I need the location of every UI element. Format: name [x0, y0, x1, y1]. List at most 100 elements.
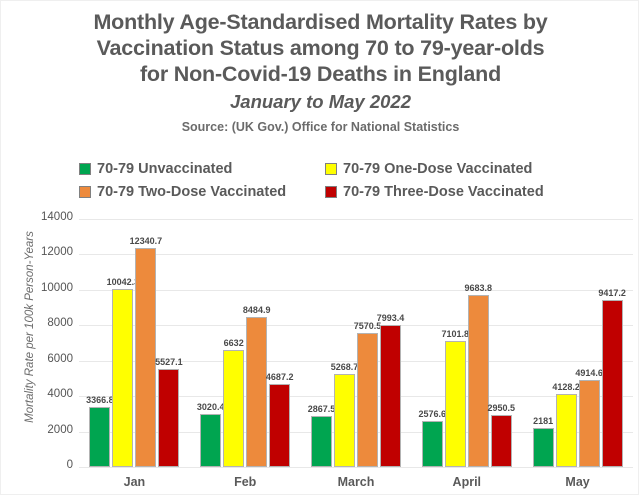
bars: 3366.8 10042.3 12340.7 5527.1 [79, 219, 190, 467]
gridline [79, 289, 633, 291]
legend-item-unvaccinated: 70-79 Unvaccinated [79, 157, 325, 180]
page-title-line-1: Monthly Age-Standardised Mortality Rates… [93, 10, 548, 34]
x-axis-tick-label: Jan [123, 475, 146, 489]
bar[interactable] [333, 373, 355, 467]
legend-item-label: 70-79 Three-Dose Vaccinated [343, 183, 544, 200]
bar[interactable] [555, 393, 577, 467]
bar-group: 2181 4128.2 4914.6 9417.2 May [522, 219, 633, 489]
legend-item-label: 70-79 Unvaccinated [97, 160, 233, 177]
bar-wrapper: 7101.8 [442, 219, 469, 467]
bar-value-label: 9683.8 [464, 283, 493, 294]
legend-item-label: 70-79 One-Dose Vaccinated [343, 160, 533, 177]
bar[interactable] [421, 421, 443, 467]
bar-value-label: 6632 [223, 337, 244, 348]
chart-subtitle: January to May 2022 [230, 91, 411, 112]
title-block: Monthly Age-Standardised Mortality Rates… [1, 9, 639, 136]
bar-value-label: 5268.7 [330, 361, 359, 372]
bar[interactable] [112, 289, 134, 467]
legend-item-three-dose: 70-79 Three-Dose Vaccinated [325, 180, 579, 203]
bar-wrapper: 6632 [223, 219, 245, 467]
y-axis-tick-label: 4000 [47, 388, 73, 401]
bar-wrapper: 3366.8 [86, 219, 114, 467]
chart-source: Source: (UK Gov.) Office for National St… [181, 120, 460, 134]
legend-swatch-icon [325, 162, 337, 175]
bar-value-label: 10042.3 [106, 277, 140, 288]
x-axis-tick-label: March [337, 475, 375, 489]
y-axis-tick-label: 14000 [41, 211, 73, 223]
bar-value-label: 2181 [533, 416, 554, 427]
bar[interactable] [356, 332, 378, 467]
bar-wrapper: 2181 [532, 219, 554, 467]
bar[interactable] [310, 416, 332, 467]
y-axis-tick-label: 8000 [47, 317, 73, 330]
bar[interactable] [269, 383, 291, 467]
bar[interactable] [467, 295, 489, 467]
bar-value-label: 2950.5 [487, 402, 516, 413]
bar[interactable] [135, 248, 157, 467]
bar-value-label: 4687.2 [265, 371, 294, 382]
page-title-line-2: Vaccination Status among 70 to 79-year-o… [96, 36, 545, 60]
bar-value-label: 7570.5 [353, 320, 382, 331]
bar[interactable] [532, 428, 554, 467]
bar[interactable] [89, 407, 111, 467]
gridline [79, 360, 633, 362]
bar[interactable] [158, 369, 180, 467]
bar-wrapper: 7570.5 [354, 219, 381, 467]
y-axis-tick-label: 10000 [41, 281, 73, 294]
x-axis-tick-label: Feb [234, 475, 257, 489]
x-axis-tick-label: May [565, 475, 590, 489]
gridline [79, 431, 633, 433]
bar-group: 3366.8 10042.3 12340.7 5527.1 Jan [79, 219, 190, 489]
bars: 2867.5 5268.7 7570.5 7993.4 [301, 219, 412, 467]
legend-item-two-dose: 70-79 Two-Dose Vaccinated [79, 180, 325, 203]
bar-wrapper: 4687.2 [266, 219, 293, 467]
bar-value-label: 5527.1 [155, 357, 183, 368]
bar-value-label: 7993.4 [376, 313, 405, 324]
legend-swatch-icon [79, 185, 91, 198]
bar-wrapper: 3020.4 [197, 219, 224, 467]
bar-value-label: 3020.4 [196, 401, 225, 412]
bar-group: 2576.6 7101.8 9683.8 2950.5 April [411, 219, 522, 489]
y-axis-tick-label: 12000 [41, 246, 73, 259]
bar-groups: 3366.8 10042.3 12340.7 5527.1 Jan 3020.4 6632 8… [79, 219, 633, 489]
legend-swatch-icon [79, 162, 91, 175]
bar-wrapper: 2576.6 [419, 219, 446, 467]
legend-item-label: 70-79 Two-Dose Vaccinated [97, 183, 287, 200]
bar[interactable] [601, 300, 623, 467]
bar-value-label: 4914.6 [575, 367, 603, 378]
bar-value-label: 8484.9 [242, 304, 271, 315]
bar-wrapper: 9683.8 [465, 219, 492, 467]
gridline [79, 219, 633, 220]
gridline [79, 254, 633, 256]
gridline [79, 396, 633, 398]
bar-wrapper: 9417.2 [598, 219, 626, 467]
bar[interactable] [379, 325, 401, 467]
bar[interactable] [444, 341, 466, 467]
bar-wrapper: 4128.2 [552, 219, 580, 467]
bars: 2576.6 7101.8 9683.8 2950.5 [411, 219, 522, 467]
bar[interactable] [246, 316, 268, 467]
bar-wrapper: 2950.5 [488, 219, 515, 467]
bar-value-label: 2867.5 [307, 404, 336, 415]
bar[interactable] [200, 413, 222, 467]
page-title-line-3: for Non-Covid-19 Deaths in England [139, 62, 502, 86]
bar[interactable] [578, 379, 600, 467]
bar-value-label: 4128.2 [552, 381, 580, 392]
bar-group: 3020.4 6632 8484.9 4687.2 Feb [190, 219, 301, 489]
y-axis-tick-label: 2000 [47, 423, 73, 436]
bar[interactable] [490, 414, 512, 467]
bar-value-label: 2576.6 [418, 409, 447, 420]
x-axis-tick-label: April [452, 475, 482, 489]
bar-wrapper: 2867.5 [308, 219, 335, 467]
bar-wrapper: 12340.7 [130, 219, 162, 467]
bar[interactable] [223, 349, 245, 467]
bar-value-label: 7101.8 [441, 329, 470, 340]
axis-baseline [79, 467, 633, 468]
chart-legend: 70-79 Unvaccinated 70-79 One-Dose Vaccin… [79, 157, 579, 203]
bar-wrapper: 10042.3 [107, 219, 139, 467]
bar-value-label: 3366.8 [86, 395, 114, 406]
bar-group: 2867.5 5268.7 7570.5 7993.4 March [301, 219, 412, 489]
bars: 2181 4128.2 4914.6 9417.2 [522, 219, 633, 467]
y-axis-tick-label: 0 [66, 459, 73, 471]
